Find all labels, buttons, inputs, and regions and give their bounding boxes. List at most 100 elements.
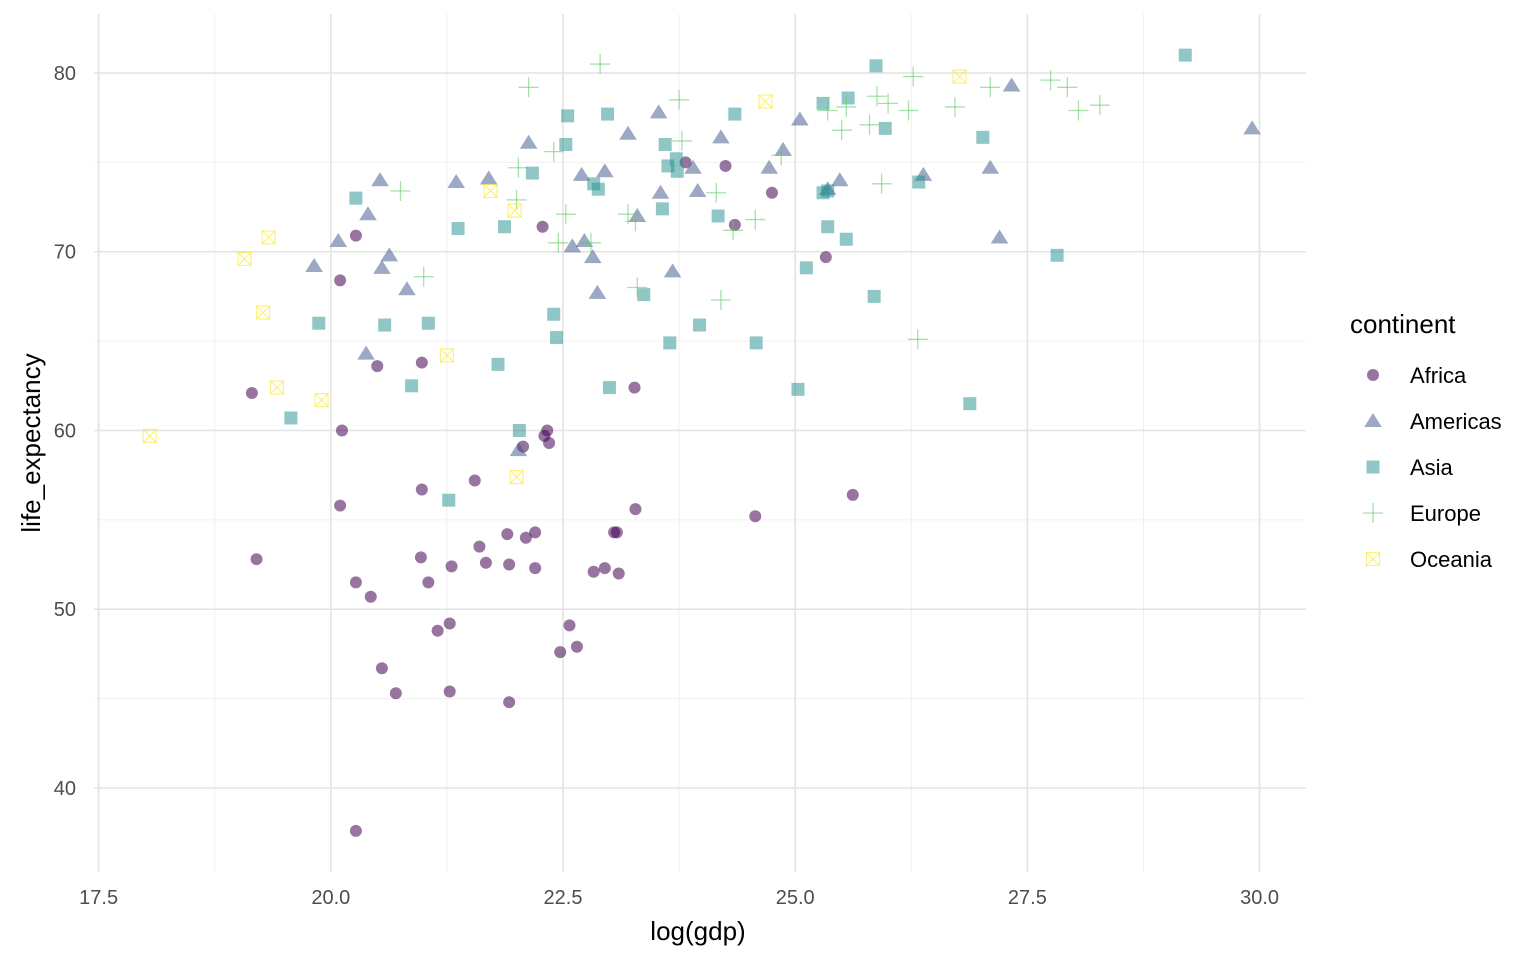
data-point: [349, 824, 362, 837]
square-outline: [439, 348, 455, 363]
legend-item-americas: Americas: [1364, 409, 1502, 434]
square-outline: [142, 428, 157, 443]
data-point: [596, 163, 614, 178]
data-point: [629, 503, 642, 516]
data-point: [952, 69, 967, 84]
data-point: [710, 290, 731, 310]
data-point: [830, 172, 849, 187]
data-point: [389, 687, 402, 700]
data-point: [722, 220, 743, 241]
data-point: [628, 207, 647, 222]
data-point: [398, 281, 416, 296]
y-tick-label: 80: [54, 63, 76, 85]
data-point: [728, 107, 742, 121]
legend-key: [1365, 551, 1381, 567]
data-point: [658, 137, 672, 151]
data-point: [572, 166, 591, 181]
data-point: [563, 619, 576, 632]
square-outline: [952, 69, 967, 84]
data-point: [580, 232, 601, 253]
data-point: [841, 91, 855, 105]
data-point: [765, 186, 778, 199]
y-tick-label: 60: [54, 420, 76, 442]
x-tick-label: 22.5: [544, 887, 583, 909]
data-point: [543, 141, 564, 162]
data-point: [602, 381, 616, 395]
data-point: [359, 206, 377, 221]
data-point: [380, 247, 399, 262]
series-oceania: [142, 69, 967, 485]
data-point: [671, 130, 692, 151]
diag-2: [256, 305, 270, 320]
data-point: [867, 289, 881, 303]
series-africa: [245, 156, 859, 837]
data-point: [550, 331, 564, 345]
data-point: [483, 183, 498, 199]
legend-label: Americas: [1410, 409, 1502, 434]
data-point: [518, 77, 539, 98]
data-point: [364, 590, 377, 603]
data-point: [479, 170, 498, 185]
data-point: [378, 318, 392, 332]
data-point: [728, 218, 741, 231]
data-point: [625, 211, 646, 232]
data-point: [498, 220, 512, 234]
data-point: [561, 109, 575, 123]
data-point: [821, 184, 835, 198]
diag-2: [1366, 552, 1380, 566]
data-point: [473, 540, 486, 553]
diag-2: [261, 230, 276, 245]
legend-label: Europe: [1410, 501, 1481, 526]
x-tick-labels: 17.5 20.0 22.5 25.0 27.5 30.0: [79, 887, 1279, 909]
data-point: [443, 685, 456, 698]
data-point: [1002, 77, 1021, 92]
data-point: [371, 172, 389, 187]
data-point: [237, 251, 252, 266]
data-point: [468, 474, 481, 487]
data-point: [590, 54, 611, 75]
data-point: [559, 137, 573, 151]
data-point: [529, 562, 542, 575]
data-point: [519, 531, 532, 544]
data-point: [749, 336, 763, 350]
data-point: [649, 104, 668, 119]
data-point: [663, 336, 677, 350]
data-point: [598, 562, 611, 575]
data-point: [519, 134, 538, 149]
data-point: [610, 526, 623, 539]
y-axis-title: life_expectancy: [16, 353, 46, 532]
data-point: [612, 567, 625, 580]
data-point: [413, 266, 434, 287]
data-point: [871, 173, 892, 194]
data-point: [684, 159, 702, 174]
data-point: [334, 499, 347, 512]
data-point: [693, 318, 707, 332]
data-point: [1050, 248, 1064, 262]
diag-2: [237, 251, 252, 266]
data-point: [543, 437, 556, 449]
data-point: [357, 345, 375, 360]
data-point: [447, 174, 466, 189]
data-point: [439, 348, 455, 363]
data-point: [821, 220, 835, 234]
data-point: [912, 175, 926, 189]
x-tick-label: 25.0: [776, 887, 815, 909]
legend-item-europe: Europe: [1363, 501, 1481, 526]
data-point: [443, 617, 456, 630]
data-point: [503, 558, 516, 571]
data-point: [791, 111, 809, 126]
data-point: [501, 528, 514, 541]
x-tick-label: 20.0: [311, 887, 350, 909]
data-point: [1089, 95, 1110, 116]
legend-label: Oceania: [1410, 547, 1493, 572]
square-outline: [237, 251, 252, 266]
data-point: [525, 166, 539, 180]
diag-2: [314, 393, 329, 408]
series-europe: [390, 54, 1110, 350]
square-outline: [1365, 551, 1381, 567]
data-point: [305, 258, 323, 273]
data-point: [390, 180, 411, 201]
data-point: [711, 209, 725, 223]
data-point: [314, 393, 329, 408]
